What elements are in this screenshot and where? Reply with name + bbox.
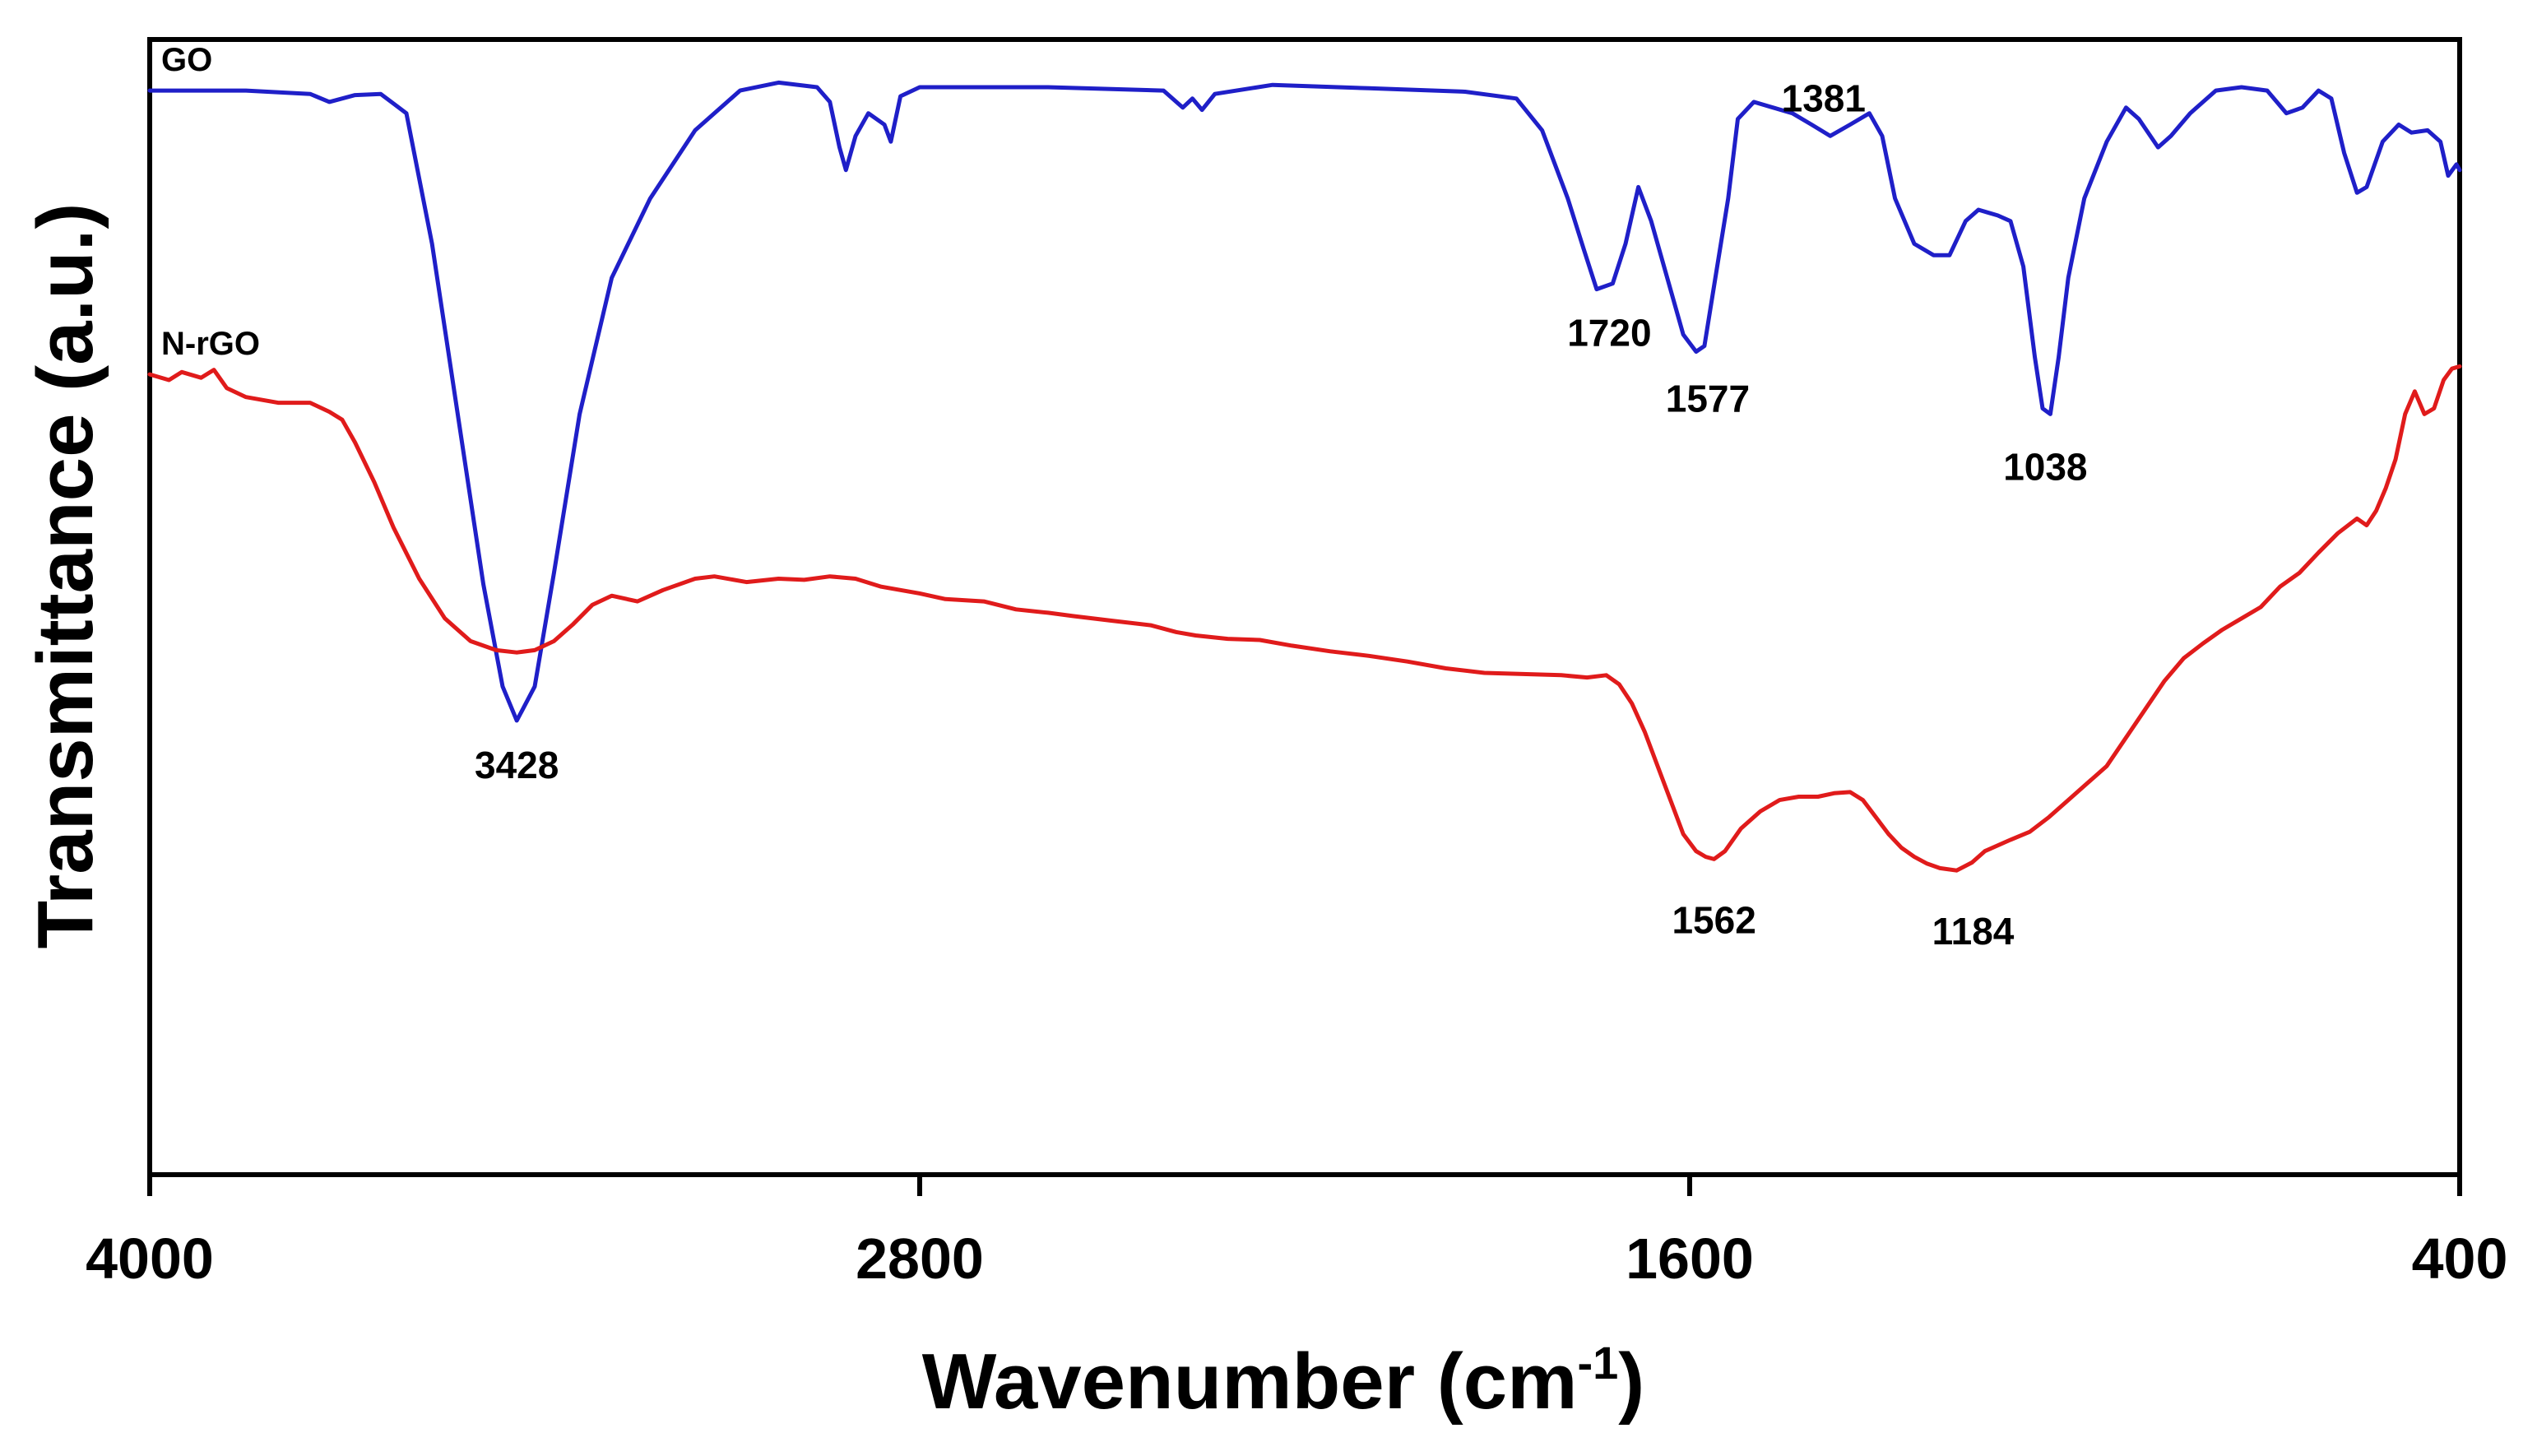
x-axis: 4000 2800 1600 400 — [86, 1175, 2507, 1291]
peak-label-3428: 3428 — [475, 744, 559, 786]
x-tick-label: 2800 — [856, 1226, 984, 1291]
y-axis-title: Transmittance (a.u.) — [21, 203, 109, 949]
peak-label-1381: 1381 — [1782, 77, 1866, 119]
x-tick-label: 400 — [2412, 1226, 2508, 1291]
series-label-go: GO — [161, 42, 212, 78]
series-line-go — [147, 80, 2462, 723]
peak-label-1577: 1577 — [1666, 378, 1750, 420]
x-axis-title-close: ) — [1618, 1338, 1644, 1426]
peak-label-1720: 1720 — [1567, 312, 1651, 355]
series-layer — [147, 80, 2462, 873]
peak-label-1184: 1184 — [1932, 910, 2015, 953]
peak-label-1038: 1038 — [2003, 445, 2087, 488]
annotations: GO N-rGO 3428 1720 1577 1381 1038 1562 1184 — [161, 42, 2088, 953]
plot-frame — [147, 37, 2462, 1177]
x-axis-title-superscript: -1 — [1577, 1337, 1618, 1389]
series-label-n-rgo: N-rGO — [161, 326, 260, 362]
x-tick-label: 4000 — [86, 1226, 214, 1291]
x-tick-label: 1600 — [1626, 1226, 1754, 1291]
peak-label-1562: 1562 — [1672, 898, 1755, 941]
x-axis-title: Wavenumber (cm-1) — [922, 1337, 1644, 1426]
series-line-n-rgo — [147, 364, 2462, 873]
x-axis-title-main: Wavenumber (cm — [922, 1338, 1578, 1426]
